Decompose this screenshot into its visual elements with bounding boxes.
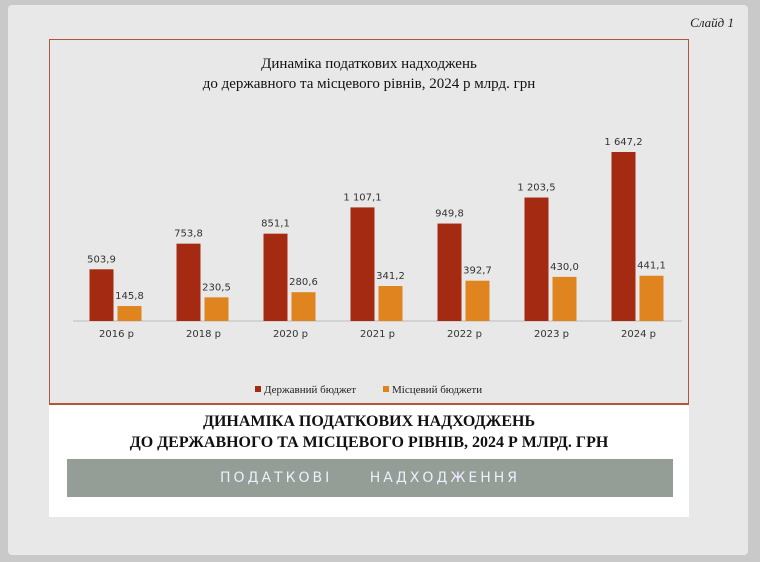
data-label: 145,8 [115,291,144,302]
legend-swatch [255,386,261,392]
x-tick-label: 2022 р [447,329,482,340]
bar-local [204,297,229,321]
slide-title-line-1: ДИНАМІКА ПОДАТКОВИХ НАДХОДЖЕНЬ [202,413,536,430]
data-label: 1 203,5 [517,183,555,194]
bar-local [117,306,142,321]
slide-title: ДИНАМІКА ПОДАТКОВИХ НАДХОДЖЕНЬ ДО ДЕРЖАВ… [49,411,689,453]
chart-plot: 503,9 145,8 2016 р 753,8 230,5 2018 р 851,1 280… [73,137,682,396]
title-panel: ДИНАМІКА ПОДАТКОВИХ НАДХОДЖЕНЬ ДО ДЕРЖАВ… [49,405,689,517]
data-label: 1 647,2 [604,137,642,148]
x-tick-label: 2016 р [99,329,134,340]
chart-title: Динаміка податкових надходжень до держав… [50,54,688,94]
slide-label: Слайд 1 [690,15,734,30]
data-label: 280,6 [289,277,318,288]
data-label: 230,5 [202,282,231,293]
data-label: 392,7 [463,266,492,277]
x-tick-label: 2021 р [360,329,395,340]
section-banner: ПОДАТКОВІ НАДХОДЖЕННЯ [67,459,673,497]
bar-local [639,275,664,321]
data-label: 753,8 [174,229,203,240]
data-label: 441,1 [637,261,666,272]
data-label: 503,9 [87,254,116,265]
legend-swatch [383,386,389,392]
legend-label: Державний бюджет [264,384,356,396]
data-label: 851,1 [261,219,290,230]
bar-state [176,243,201,321]
chart: Динаміка податкових надходжень до держав… [49,39,689,405]
data-label: 430,0 [550,262,579,273]
bar-local [465,280,490,321]
x-tick-label: 2024 р [621,329,656,340]
bar-local [291,292,316,321]
slide-title-line-2: ДО ДЕРЖАВНОГО ТА МІСЦЕВОГО РІВНІВ, 2024 … [129,434,609,451]
legend-label: Місцевий бюджети [392,384,482,396]
bar-state [524,197,549,321]
bar-state [437,223,462,321]
x-tick-label: 2023 р [534,329,569,340]
data-label: 1 107,1 [343,192,381,203]
bar-state [611,152,636,321]
bar-local [378,285,403,321]
x-tick-label: 2018 р [186,329,221,340]
bar-state [263,233,288,321]
x-tick-label: 2020 р [273,329,308,340]
bar-state [350,207,375,321]
chart-title-line-1: Динаміка податкових надходжень [261,56,477,72]
chart-title-line-2: до державного та місцевого рівнів, 2024 … [202,76,536,92]
data-label: 949,8 [435,209,464,220]
bar-state [89,269,114,321]
bar-local [552,276,577,321]
data-label: 341,2 [376,271,405,282]
